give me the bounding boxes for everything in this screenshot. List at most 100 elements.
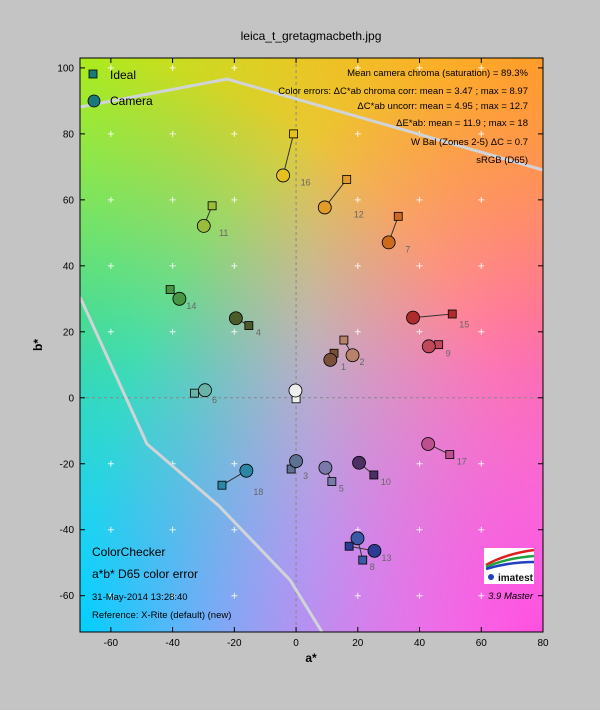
patch-5: 5 (318, 460, 344, 494)
grid-marker (107, 196, 114, 203)
info-block: ColorChecker a*b* D65 color error 31-May… (92, 545, 231, 621)
patch-ideal-marker (447, 309, 457, 319)
patch-label: 3 (303, 471, 308, 481)
patch-camera-marker (406, 310, 420, 325)
stat-uncorr: ΔC*ab uncorr: mean = 4.95 ; max = 12.7 (357, 101, 528, 112)
patch-ideal-marker (358, 555, 368, 565)
imatest-logo: imatest 3.9 Master (484, 548, 535, 602)
patch-label: 6 (212, 395, 217, 405)
grid-marker (231, 64, 238, 71)
y-axis-label: b* (31, 339, 45, 351)
patch-2: 2 (339, 335, 365, 367)
grid-marker (416, 526, 423, 533)
stat-mean-chroma: Mean camera chroma (saturation) = 89.3% (347, 68, 528, 79)
stat-color-space: sRGB (D65) (476, 155, 528, 166)
patch-camera-marker (323, 352, 338, 367)
patch-camera-marker (345, 348, 360, 363)
patch-camera-marker (350, 531, 365, 546)
legend-camera-marker (87, 94, 101, 108)
patch-15: 15 (406, 309, 469, 330)
y-tick-label: -60 (60, 591, 75, 602)
grid-marker (169, 262, 176, 269)
patch-ideal-marker (342, 174, 352, 184)
grid-marker (169, 130, 176, 137)
y-tick-label: 40 (63, 261, 75, 272)
patch-17: 17 (421, 437, 467, 467)
x-tick-label: -40 (165, 638, 180, 649)
grid-marker (478, 130, 485, 137)
patch-ideal-marker (165, 285, 175, 294)
grid-marker (478, 262, 485, 269)
x-tick-label: 20 (352, 638, 364, 649)
y-tick-label: 60 (63, 195, 75, 206)
patch-18: 18 (217, 463, 263, 497)
zero-axes (80, 58, 543, 632)
logo-version: 3.9 Master (488, 591, 534, 602)
grid-marker (478, 64, 485, 71)
patch-camera-marker (289, 454, 303, 469)
grid-marker (231, 196, 238, 203)
patch-ideal-marker (190, 388, 199, 398)
grid-marker (354, 262, 361, 269)
patch-label: 15 (459, 320, 469, 330)
grid-marker (169, 526, 176, 533)
x-axis-label: a* (305, 651, 317, 665)
grid-marker (107, 130, 114, 137)
patch-label: 10 (381, 477, 391, 487)
y-tick-label: 0 (68, 393, 74, 404)
chart-title: leica_t_gretagmacbeth.jpg (241, 29, 382, 43)
stat-delta-e: ΔE*ab: mean = 11.9 ; max = 18 (396, 118, 528, 129)
patch-camera-marker (352, 455, 366, 470)
patch-label: 18 (253, 487, 263, 497)
patch-camera-marker (318, 460, 333, 475)
x-tick-label: -60 (104, 638, 119, 649)
logo-green-swoosh (485, 554, 535, 569)
grid-marker (416, 592, 423, 599)
patch-8: 8 (350, 531, 375, 572)
patch-label: 11 (219, 228, 228, 238)
patch-label: 4 (256, 328, 261, 338)
logo-text: imatest (498, 573, 534, 584)
patch-ideal-marker (393, 211, 403, 221)
grid-marker (478, 328, 485, 335)
grid-marker (231, 526, 238, 533)
patch-14: 14 (165, 285, 196, 311)
patch-ideal-marker (434, 340, 444, 350)
srgb-gamut-boundary (80, 77, 543, 632)
patch-label: 13 (381, 553, 391, 563)
logo-dot (488, 574, 494, 580)
info-subtitle: a*b* D65 color error (92, 567, 198, 581)
grid-marker (107, 262, 114, 269)
patch-ideal-marker (445, 450, 455, 459)
x-tick-label: 80 (537, 638, 549, 649)
patch-19 (288, 383, 303, 404)
patch-1: 1 (323, 348, 346, 372)
patch-ideal-marker (207, 201, 217, 211)
stats-block: Mean camera chroma (saturation) = 89.3% … (278, 68, 528, 166)
patch-10: 10 (352, 455, 391, 487)
patch-3: 3 (286, 454, 308, 481)
grid-marker (354, 196, 361, 203)
grid-marker (107, 592, 114, 599)
patch-label: 1 (341, 362, 346, 372)
plot-frame (79, 57, 544, 633)
grid-marker (416, 328, 423, 335)
patch-camera-marker (276, 168, 291, 183)
x-tick-label: -20 (227, 638, 242, 649)
grid-marker (354, 592, 361, 599)
patch-label: 16 (301, 177, 311, 187)
grid-marker (354, 328, 361, 335)
patch-ideal-marker (289, 129, 298, 139)
grid-marker (416, 64, 423, 71)
patch-camera-marker (288, 383, 303, 398)
patch-camera-marker (367, 543, 382, 558)
grid-marker (416, 460, 423, 467)
x-tick-label: 60 (476, 638, 488, 649)
info-date: 31-May-2014 13:28:40 (92, 592, 188, 603)
y-tick-label: 100 (57, 63, 74, 74)
patch-12: 12 (317, 174, 364, 219)
patch-4: 4 (228, 311, 261, 338)
patch-6: 6 (190, 383, 217, 405)
